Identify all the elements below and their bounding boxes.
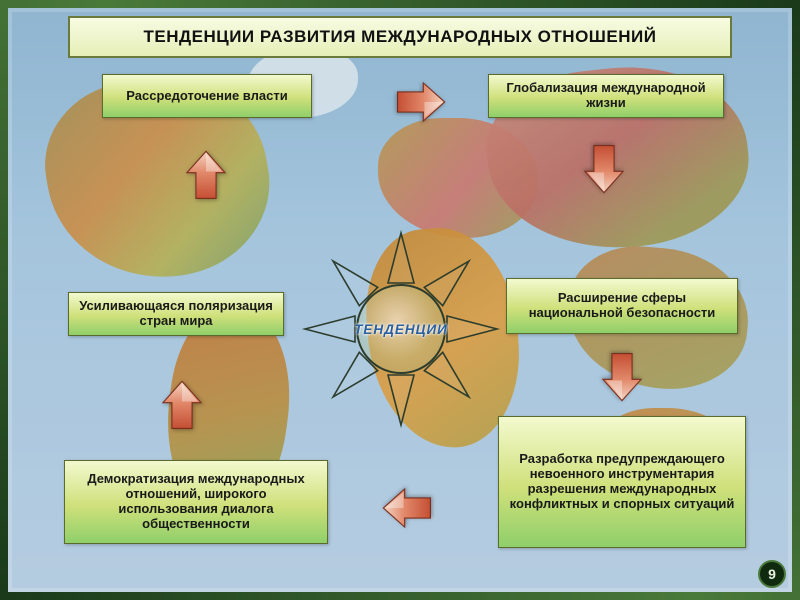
box-label: Расширение сферы национальной безопаснос…: [517, 291, 727, 321]
hub-tendencies: ТЕНДЕНЦИИ: [336, 264, 466, 394]
box-label: Рассредоточение власти: [126, 89, 287, 104]
flow-arrow-left-3: [380, 480, 436, 536]
page-number: 9: [768, 566, 776, 582]
box-globalization: Глобализация международной жизни: [488, 74, 724, 118]
box-polarization: Усиливающаяся поляризация стран мира: [68, 292, 284, 336]
page-number-badge: 9: [758, 560, 786, 588]
hub-circle: ТЕНДЕНЦИИ: [356, 284, 446, 374]
flow-arrow-right-0: [392, 74, 448, 130]
box-label: Усиливающаяся поляризация стран мира: [79, 299, 273, 329]
box-label: Глобализация международной жизни: [499, 81, 713, 111]
flow-arrow-down-1: [576, 140, 632, 196]
slide-title: ТЕНДЕНЦИИ РАЗВИТИЯ МЕЖДУНАРОДНЫХ ОТНОШЕН…: [68, 16, 732, 58]
box-democratization: Демократизация международных отношений, …: [64, 460, 328, 544]
flow-arrow-down-2: [594, 348, 650, 404]
box-label: Разработка предупреждающего невоенного и…: [509, 452, 735, 512]
box-dispersal-of-power: Рассредоточение власти: [102, 74, 312, 118]
hub-label: ТЕНДЕНЦИИ: [354, 322, 448, 337]
flow-arrow-up-5: [178, 148, 234, 204]
slide-title-text: ТЕНДЕНЦИИ РАЗВИТИЯ МЕЖДУНАРОДНЫХ ОТНОШЕН…: [144, 27, 657, 47]
slide-frame: ТЕНДЕНЦИИ РАЗВИТИЯ МЕЖДУНАРОДНЫХ ОТНОШЕН…: [0, 0, 800, 600]
box-preventive-instruments: Разработка предупреждающего невоенного и…: [498, 416, 746, 548]
flow-arrow-up-4: [154, 378, 210, 434]
box-label: Демократизация международных отношений, …: [75, 472, 317, 532]
box-national-security-scope: Расширение сферы национальной безопаснос…: [506, 278, 738, 334]
